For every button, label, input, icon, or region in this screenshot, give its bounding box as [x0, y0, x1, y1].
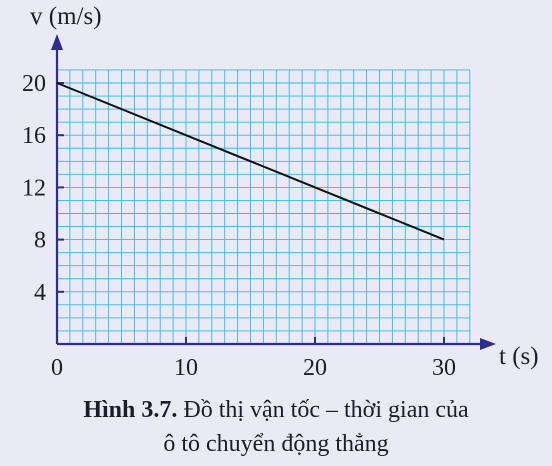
figure-caption-text: Đồ thị vận tốc – thời gian của	[183, 397, 469, 423]
y-tick-label: 8	[34, 228, 46, 254]
y-axis-arrow	[51, 34, 63, 50]
figure-caption-line-1: Hình 3.7. Đồ thị vận tốc – thời gian của	[0, 396, 552, 424]
figure-caption-label: Hình 3.7.	[83, 397, 178, 423]
x-tick-label: 20	[303, 355, 327, 381]
y-tick-label: 20	[22, 71, 46, 97]
x-axis-arrow	[480, 338, 496, 350]
series-line	[56, 82, 445, 241]
x-axis-label: t (s)	[499, 343, 539, 370]
axes	[51, 34, 496, 350]
figure-caption-line-2: ô tô chuyển động thẳng	[163, 431, 389, 457]
series	[56, 82, 445, 241]
ticks: 0 10 20 30 4 8 12 16 20	[22, 71, 456, 381]
x-tick-label: 10	[174, 355, 198, 381]
grid	[56, 69, 471, 345]
y-tick-label: 12	[22, 175, 46, 201]
labels: v (m/s) t (s)	[30, 3, 539, 370]
x-tick-label: 30	[432, 355, 456, 381]
y-axis-label: v (m/s)	[30, 3, 102, 30]
y-tick-label: 4	[34, 280, 46, 306]
x-tick-label: 0	[51, 355, 63, 381]
y-tick-label: 16	[22, 123, 46, 149]
